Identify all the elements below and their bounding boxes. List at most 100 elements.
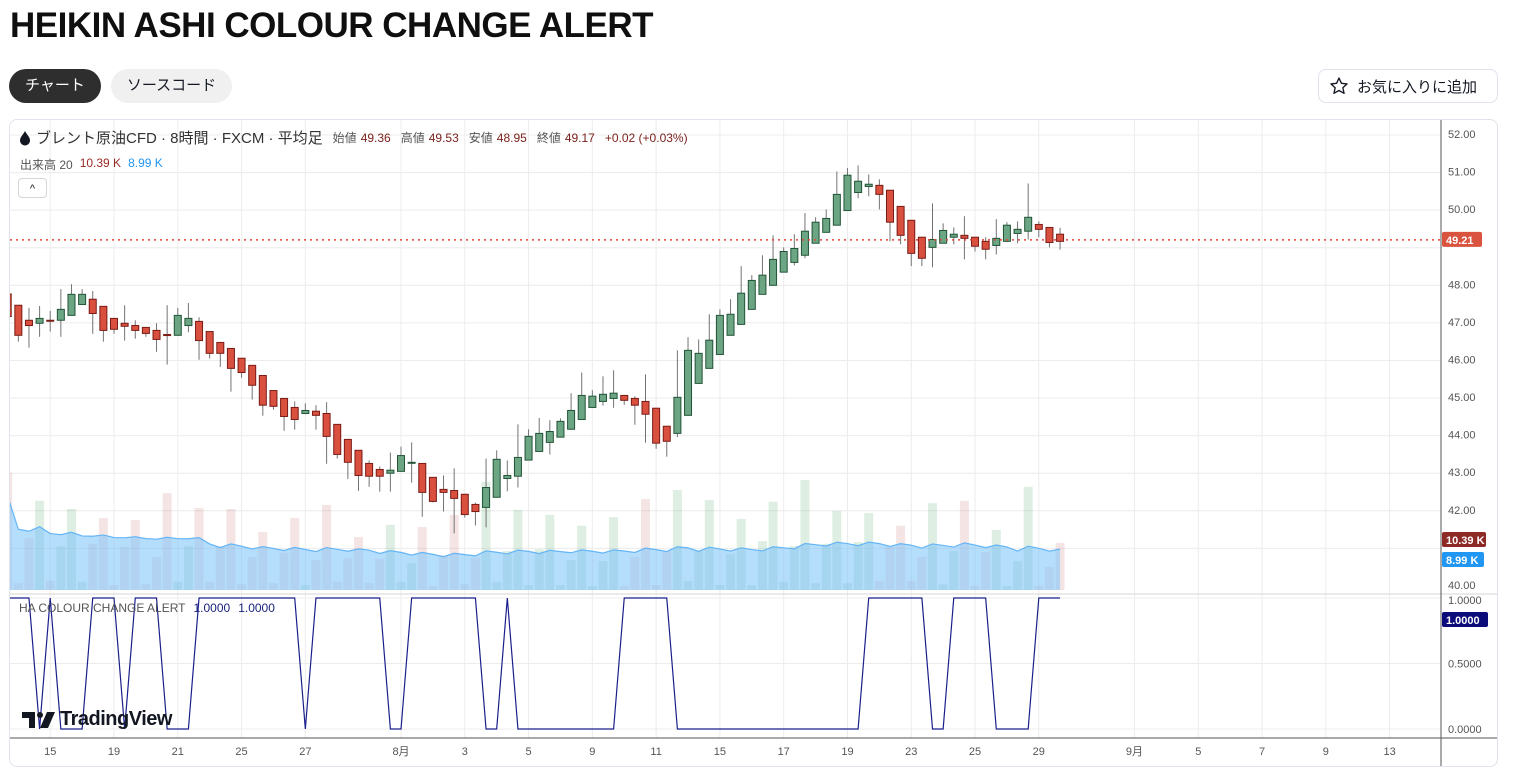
candle-down — [226, 347, 235, 369]
time-tick-label: 15 — [714, 746, 726, 758]
candle-down — [1045, 226, 1054, 243]
close-value: 49.17 — [564, 130, 595, 145]
indicator-value-badge-bg — [1442, 612, 1488, 627]
time-tick-label: 9 — [589, 746, 595, 758]
candle-down — [141, 326, 150, 334]
price-tick-label: 45.00 — [1448, 392, 1476, 404]
time-tick-label: 15 — [44, 746, 56, 758]
tab-chart[interactable]: チャート — [9, 69, 101, 103]
candle-down — [237, 357, 246, 374]
candle-up — [779, 250, 788, 273]
current-price-badge: 49.21 — [1446, 235, 1474, 247]
candle-up — [737, 292, 746, 325]
indicator-name[interactable]: HA COLOUR CHANGE ALERT — [19, 601, 186, 615]
low-value: 48.95 — [496, 130, 527, 145]
candle-down — [216, 341, 225, 354]
candle-down — [662, 425, 671, 442]
time-tick-label: 19 — [108, 746, 120, 758]
candle-down — [280, 397, 289, 417]
indicator-tick-label: 1.0000 — [1448, 595, 1482, 607]
candle-down — [10, 293, 12, 318]
candle-down — [110, 317, 118, 330]
change-value: +0.02 (+0.03%) — [604, 130, 688, 145]
time-tick-label: 13 — [1383, 746, 1395, 758]
price-tick-label: 51.00 — [1448, 167, 1476, 179]
volume-bar — [1023, 486, 1033, 590]
candle-down — [24, 319, 33, 327]
indicator-tick-label: 0.5000 — [1448, 659, 1482, 671]
candle-up — [577, 394, 586, 420]
candle-down — [630, 397, 639, 406]
time-tick-label: 25 — [969, 746, 981, 758]
volume-bar — [481, 481, 491, 590]
price-tick-label: 44.00 — [1448, 430, 1476, 442]
time-tick-label: 3 — [462, 746, 468, 758]
tradingview-logo[interactable]: TradingView — [22, 708, 172, 731]
time-tick-label: 21 — [172, 746, 184, 758]
candle-up — [992, 237, 1001, 246]
current-price-badge-bg — [1442, 231, 1482, 247]
candle-down — [428, 476, 437, 502]
candle-up — [1024, 216, 1033, 232]
volume-badge-bg — [1442, 532, 1486, 547]
candle-down — [88, 298, 97, 315]
tradingview-wordmark: TradingView — [60, 708, 172, 730]
symbol-legend: ブレント原油CFD · 8時間 · FXCM · 平均足 始値 49.36 高値 4… — [18, 127, 688, 148]
candle-up — [407, 461, 416, 464]
candle-up — [726, 313, 735, 336]
chart-container[interactable] — [9, 119, 1498, 767]
indicator-value-2: 1.0000 — [238, 601, 275, 615]
candle-up — [535, 432, 544, 452]
candle-up — [864, 183, 873, 187]
candle-down — [365, 462, 374, 477]
symbol-title[interactable]: ブレント原油CFD · 8時間 · FXCM · 平均足 — [36, 130, 323, 147]
candle-down — [907, 219, 916, 254]
candle-up — [715, 314, 724, 355]
indicator-value-1: 1.0000 — [193, 601, 231, 615]
candle-down — [131, 325, 140, 331]
candle-up — [949, 233, 958, 238]
candle-down — [120, 322, 129, 327]
candle-up — [301, 409, 310, 414]
candle-up — [694, 352, 703, 384]
candle-up — [939, 229, 948, 244]
candle-up — [758, 274, 767, 295]
candle-up — [386, 469, 395, 474]
volume-legend-label: 出来高 20 — [20, 158, 73, 172]
candle-down — [971, 236, 980, 247]
candle-up — [832, 193, 841, 226]
tab-source-code[interactable]: ソースコード — [110, 69, 233, 103]
close-label: 終値 — [536, 131, 561, 145]
open-value: 49.36 — [360, 130, 391, 145]
candle-down — [322, 412, 331, 437]
candle-down — [960, 234, 969, 239]
candle-up — [78, 293, 87, 305]
candle-down — [620, 394, 629, 401]
candle-up — [397, 455, 406, 472]
candle-down — [205, 331, 214, 354]
time-tick-label: 5 — [1195, 746, 1201, 758]
candle-down — [450, 490, 459, 499]
time-tick-label: 5 — [526, 746, 532, 758]
candle-down — [439, 488, 448, 493]
collapse-legend-button[interactable]: ^ — [18, 178, 47, 198]
candle-down — [1056, 233, 1065, 242]
alert-line — [10, 597, 1061, 730]
candle-up — [567, 409, 576, 430]
candle-up — [492, 458, 501, 498]
candle-up — [609, 392, 618, 399]
candle-up — [56, 308, 65, 321]
candle-up — [482, 487, 491, 508]
candle-down — [652, 407, 661, 444]
candle-down — [343, 438, 352, 463]
price-tick-label: 46.00 — [1448, 354, 1476, 366]
candle-up — [747, 279, 756, 310]
volume-bar — [704, 499, 714, 590]
candle-down — [290, 406, 299, 420]
price-tick-label: 42.00 — [1448, 505, 1476, 517]
candle-up — [811, 221, 820, 244]
volume-ma-line — [10, 501, 1061, 558]
add-to-favorites-button[interactable]: お気に入りに追加 — [1318, 69, 1498, 103]
indicator-legend: HA COLOUR CHANGE ALERT 1.0000 1.0000 — [19, 601, 275, 615]
